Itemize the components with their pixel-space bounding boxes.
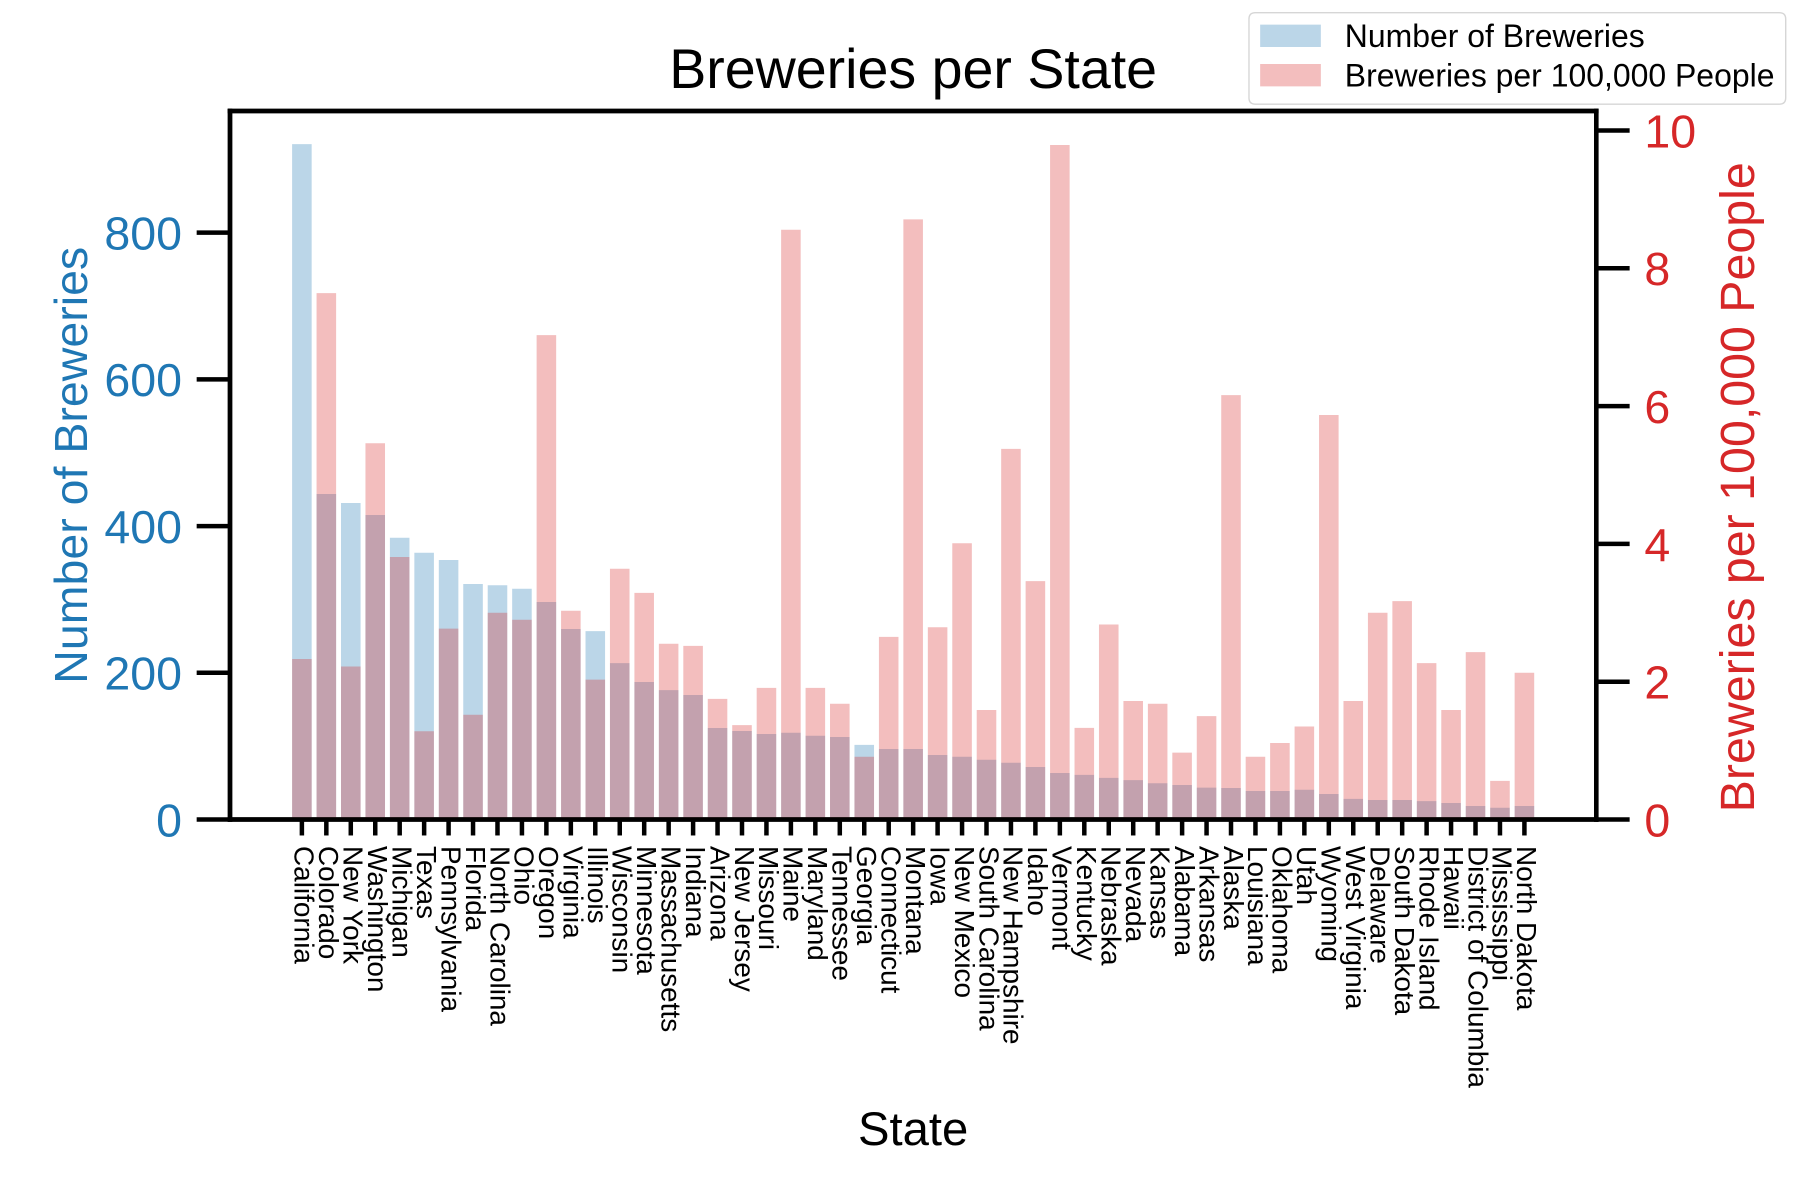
svg-text:Oklahoma: Oklahoma bbox=[1267, 846, 1298, 974]
svg-text:Kansas: Kansas bbox=[1144, 846, 1175, 939]
svg-text:New Mexico: New Mexico bbox=[949, 846, 980, 998]
svg-text:8: 8 bbox=[1644, 243, 1670, 295]
svg-text:South Carolina: South Carolina bbox=[973, 846, 1004, 1031]
svg-text:0: 0 bbox=[1644, 794, 1670, 846]
svg-text:North Dakota: North Dakota bbox=[1511, 846, 1542, 1011]
svg-text:Number of Breweries: Number of Breweries bbox=[1345, 18, 1645, 54]
svg-text:Breweries per State: Breweries per State bbox=[669, 38, 1157, 100]
svg-text:California: California bbox=[289, 846, 320, 964]
svg-text:Pennsylvania: Pennsylvania bbox=[435, 846, 466, 1012]
svg-text:Georgia: Georgia bbox=[851, 846, 882, 946]
svg-text:Idaho: Idaho bbox=[1022, 846, 1053, 916]
svg-text:Michigan: Michigan bbox=[386, 846, 417, 958]
svg-text:Maine: Maine bbox=[778, 846, 809, 922]
svg-text:Maryland: Maryland bbox=[802, 846, 833, 961]
svg-text:Minnesota: Minnesota bbox=[631, 846, 662, 975]
svg-text:Illinois: Illinois bbox=[582, 846, 613, 924]
svg-text:Utah: Utah bbox=[1291, 846, 1322, 905]
svg-text:New Jersey: New Jersey bbox=[729, 846, 760, 992]
svg-text:New Hampshire: New Hampshire bbox=[998, 846, 1029, 1045]
svg-text:6: 6 bbox=[1644, 381, 1670, 433]
svg-text:Texas: Texas bbox=[411, 846, 442, 919]
svg-text:Nevada: Nevada bbox=[1120, 846, 1151, 943]
svg-text:Colorado: Colorado bbox=[313, 846, 344, 959]
svg-text:Massachusetts: Massachusetts bbox=[655, 846, 686, 1032]
svg-text:Alabama: Alabama bbox=[1169, 846, 1200, 957]
svg-text:West Virginia: West Virginia bbox=[1340, 846, 1371, 1010]
svg-text:Arkansas: Arkansas bbox=[1193, 846, 1224, 962]
svg-text:New York: New York bbox=[338, 846, 369, 964]
svg-text:Connecticut: Connecticut bbox=[875, 846, 906, 994]
svg-text:State: State bbox=[858, 1103, 968, 1156]
svg-text:Rhode Island: Rhode Island bbox=[1413, 846, 1444, 1010]
svg-text:2: 2 bbox=[1644, 657, 1670, 709]
svg-text:0: 0 bbox=[156, 794, 182, 846]
svg-text:Ohio: Ohio bbox=[509, 846, 540, 905]
svg-text:Iowa: Iowa bbox=[924, 846, 955, 905]
svg-text:South Dakota: South Dakota bbox=[1389, 846, 1420, 1016]
svg-text:Wisconsin: Wisconsin bbox=[607, 846, 638, 973]
svg-text:Number of Breweries: Number of Breweries bbox=[45, 247, 97, 684]
svg-text:Florida: Florida bbox=[460, 846, 491, 932]
svg-text:400: 400 bbox=[104, 501, 182, 553]
svg-text:Missouri: Missouri bbox=[753, 846, 784, 950]
svg-text:Louisiana: Louisiana bbox=[1242, 846, 1273, 966]
svg-text:600: 600 bbox=[104, 354, 182, 406]
svg-text:District of Columbia: District of Columbia bbox=[1462, 846, 1493, 1088]
svg-text:Indiana: Indiana bbox=[680, 846, 711, 938]
svg-text:Washington: Washington bbox=[362, 846, 393, 992]
svg-text:Breweries per 100,000 People: Breweries per 100,000 People bbox=[1345, 57, 1775, 93]
svg-text:Vermont: Vermont bbox=[1047, 846, 1078, 950]
svg-text:Nebraska: Nebraska bbox=[1096, 846, 1127, 966]
svg-text:4: 4 bbox=[1644, 519, 1670, 571]
svg-text:North Carolina: North Carolina bbox=[484, 846, 515, 1026]
svg-text:Delaware: Delaware bbox=[1364, 846, 1395, 964]
svg-text:Mississippi: Mississippi bbox=[1487, 846, 1518, 981]
svg-text:Kentucky: Kentucky bbox=[1071, 846, 1102, 961]
svg-text:Alaska: Alaska bbox=[1218, 846, 1249, 930]
svg-text:Virginia: Virginia bbox=[558, 846, 589, 939]
svg-text:Breweries per 100,000 People: Breweries per 100,000 People bbox=[1711, 162, 1765, 812]
svg-text:Hawaii: Hawaii bbox=[1438, 846, 1469, 930]
svg-text:Arizona: Arizona bbox=[704, 846, 735, 941]
svg-text:10: 10 bbox=[1644, 105, 1696, 157]
svg-text:Montana: Montana bbox=[900, 846, 931, 955]
svg-text:Oregon: Oregon bbox=[533, 846, 564, 939]
svg-text:800: 800 bbox=[104, 207, 182, 259]
svg-text:Wyoming: Wyoming bbox=[1316, 846, 1347, 962]
svg-text:Tennessee: Tennessee bbox=[827, 846, 858, 981]
svg-text:200: 200 bbox=[104, 648, 182, 700]
